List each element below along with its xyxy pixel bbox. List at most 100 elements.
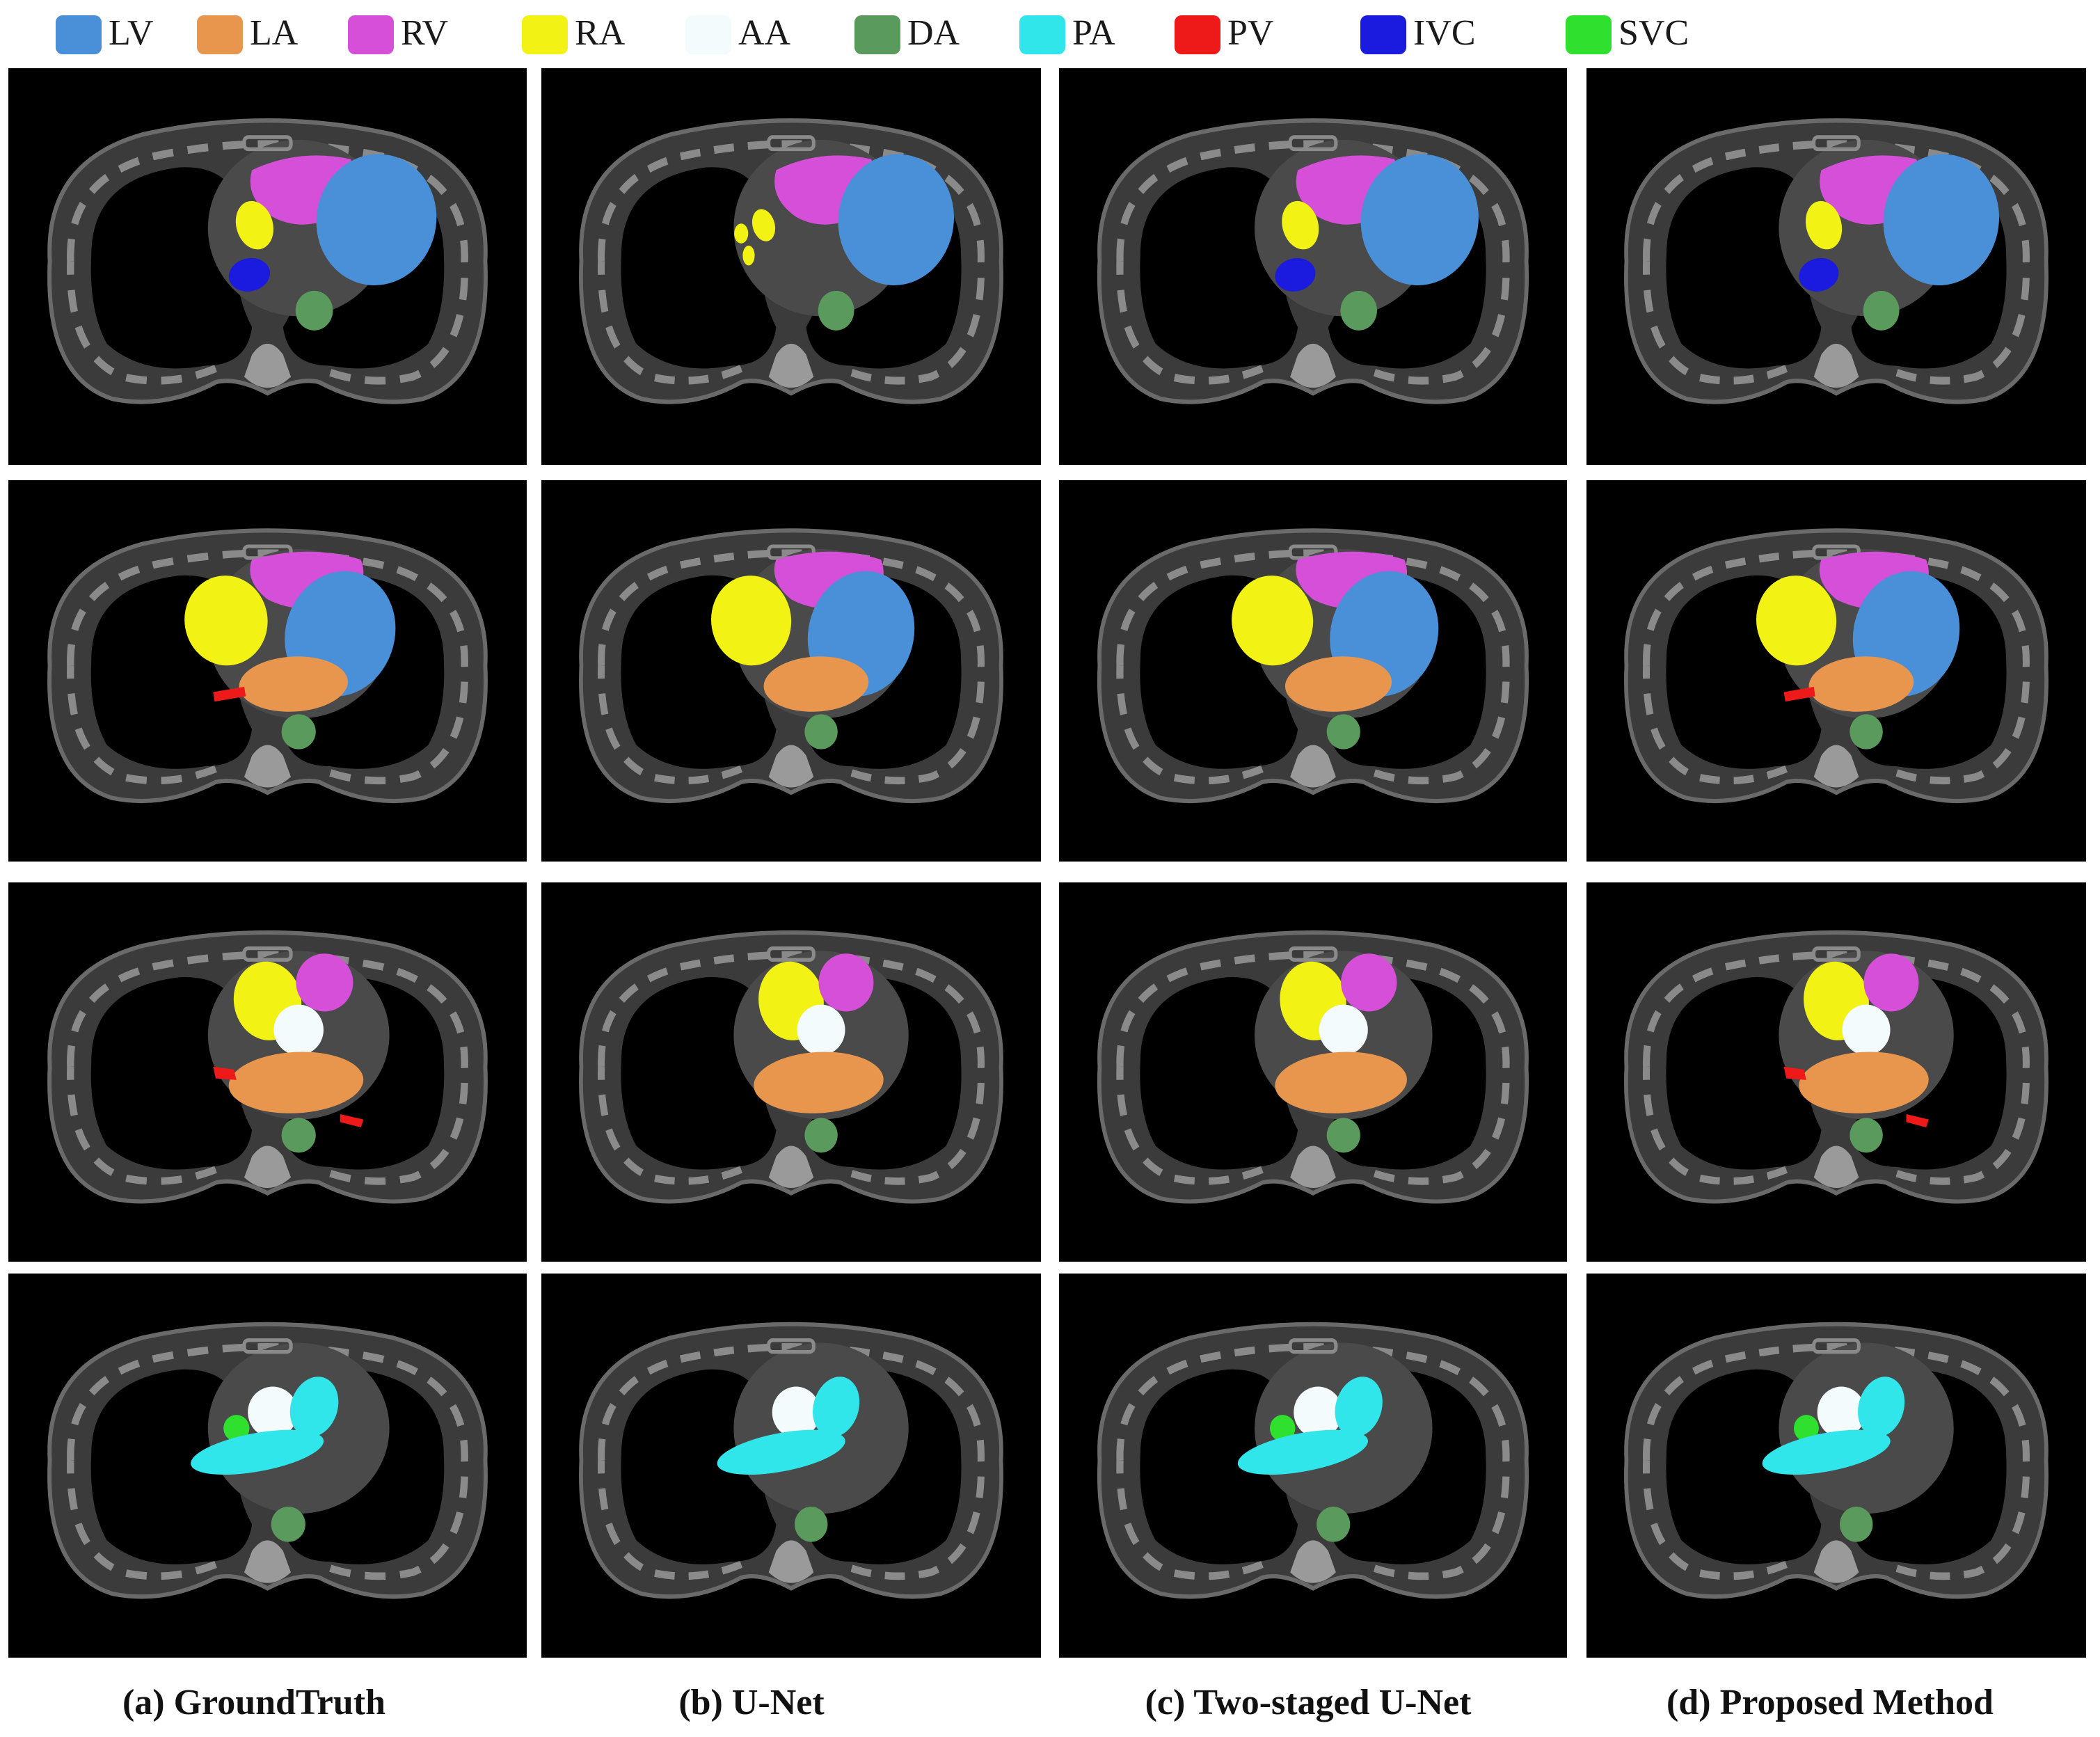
ct-slice-image: [1624, 528, 2049, 804]
sternum: [767, 946, 816, 962]
segment-da: [1326, 1118, 1360, 1153]
rib-cage: [67, 140, 468, 385]
ct-panel-ground-truth-great-vessel-level: [8, 1274, 527, 1658]
vertebra: [1813, 1145, 1859, 1189]
ct-slice-image: [1624, 118, 2049, 404]
sternum: [767, 135, 816, 152]
structure-legend: LV LA RV RA AA DA PA PV IVC SVC: [0, 0, 2100, 67]
segment-da: [804, 1118, 838, 1153]
segment-la: [239, 656, 348, 712]
vertebra: [768, 1145, 814, 1189]
ct-panel-unet-great-vessel-level: [541, 1274, 1041, 1658]
vertebra: [1290, 745, 1336, 788]
vertebra: [1290, 1145, 1336, 1189]
vertebra: [244, 745, 292, 788]
sternum: [242, 946, 293, 962]
rib-cage: [1116, 549, 1510, 785]
segment-la: [1275, 1052, 1407, 1113]
segmentation-overlay: [1237, 1377, 1383, 1542]
segment-da: [818, 290, 854, 331]
segment-pa: [1335, 1377, 1383, 1438]
sternum: [1812, 135, 1861, 152]
segment-da: [804, 714, 838, 749]
segment-pa: [191, 1429, 324, 1475]
segment-aa: [772, 1386, 820, 1438]
segment-ra: [711, 576, 792, 666]
segmentation-overlay: [754, 953, 884, 1153]
segment-ra: [1805, 200, 1843, 250]
sternum: [1812, 1338, 1861, 1354]
rib-cage: [1643, 1343, 2030, 1580]
segment-da: [1326, 714, 1360, 749]
legend-label-pv: PV: [1227, 13, 1274, 53]
sternum: [1288, 946, 1338, 962]
legend-swatch-la: [197, 15, 243, 54]
segment-aa: [1842, 1004, 1891, 1056]
vertebra: [244, 343, 292, 388]
ct-panel-unet-atrial-level: [541, 480, 1041, 862]
segment-da: [795, 1507, 828, 1542]
legend-swatch-svc: [1566, 15, 1612, 54]
ct-slice-image: [579, 118, 1003, 404]
caption-two-staged-unet: (c) Two-staged U-Net: [1145, 1683, 1472, 1722]
segment-aa: [1817, 1386, 1866, 1438]
rib-cage: [598, 549, 985, 785]
rib-cage: [1643, 140, 2030, 385]
sternum: [242, 135, 293, 152]
ct-slice-image: [1624, 930, 2049, 1204]
chest-cross-section: [1097, 1322, 1529, 1599]
segment-ivc: [228, 257, 271, 292]
segment-pv: [1906, 1114, 1929, 1127]
segment-rv: [818, 953, 874, 1012]
ct-panel-unet-ventricle-level: [541, 68, 1041, 465]
legend-label-lv: LV: [109, 13, 154, 53]
ct-slice-image: [579, 930, 1003, 1204]
segmentation-overlay: [711, 551, 915, 749]
segment-lv: [1360, 154, 1479, 286]
segment-rv: [1341, 953, 1397, 1012]
segmentation-overlay: [213, 953, 364, 1153]
segment-svc: [223, 1415, 250, 1442]
segment-aa: [248, 1386, 298, 1438]
vertebra: [244, 1145, 292, 1189]
segment-la: [754, 1052, 884, 1113]
segment-la: [1799, 1052, 1929, 1113]
ct-slice-image: [1097, 930, 1529, 1204]
segment-rv: [1863, 953, 1919, 1012]
legend-label-rv: RV: [401, 13, 449, 53]
ct-slice-image: [47, 118, 488, 404]
legend-label-pa: PA: [1072, 13, 1115, 53]
segmentation-overlay: [191, 1377, 339, 1542]
rib-cage: [598, 140, 985, 385]
chest-cross-section: [579, 930, 1003, 1204]
segment-ra: [1282, 200, 1319, 250]
rib-cage: [1643, 951, 2030, 1185]
ct-panel-ground-truth-atrial-level: [8, 480, 527, 862]
legend-swatch-pa: [1019, 15, 1065, 54]
legend-label-ra: RA: [575, 13, 626, 53]
segment-pa: [813, 1377, 860, 1438]
ct-slice-image: [1097, 1322, 1529, 1599]
ct-panel-two-staged-unet-aortic-root-level: [1059, 882, 1567, 1262]
segment-pa: [717, 1429, 845, 1475]
ct-slice-image: [47, 1322, 488, 1599]
sternum: [1812, 946, 1861, 962]
segment-pv: [340, 1114, 364, 1127]
sternum: [242, 1338, 293, 1354]
segment-da: [271, 1507, 305, 1542]
segment-aa: [797, 1004, 845, 1056]
vertebra: [768, 343, 814, 388]
segment-ra: [742, 245, 755, 266]
vertebra: [1813, 343, 1859, 388]
ct-panel-ground-truth-aortic-root-level: [8, 882, 527, 1262]
legend-label-ivc: IVC: [1413, 13, 1476, 53]
segment-ra: [734, 223, 749, 244]
segment-ra: [235, 200, 273, 250]
segment-rv: [296, 953, 353, 1012]
rib-cage: [1643, 549, 2030, 785]
segment-pa: [1762, 1429, 1891, 1475]
ct-panel-two-staged-unet-great-vessel-level: [1059, 1274, 1567, 1658]
segment-pa: [289, 1377, 339, 1438]
caption-unet: (b) U-Net: [678, 1683, 825, 1722]
segment-ra: [1232, 576, 1314, 666]
